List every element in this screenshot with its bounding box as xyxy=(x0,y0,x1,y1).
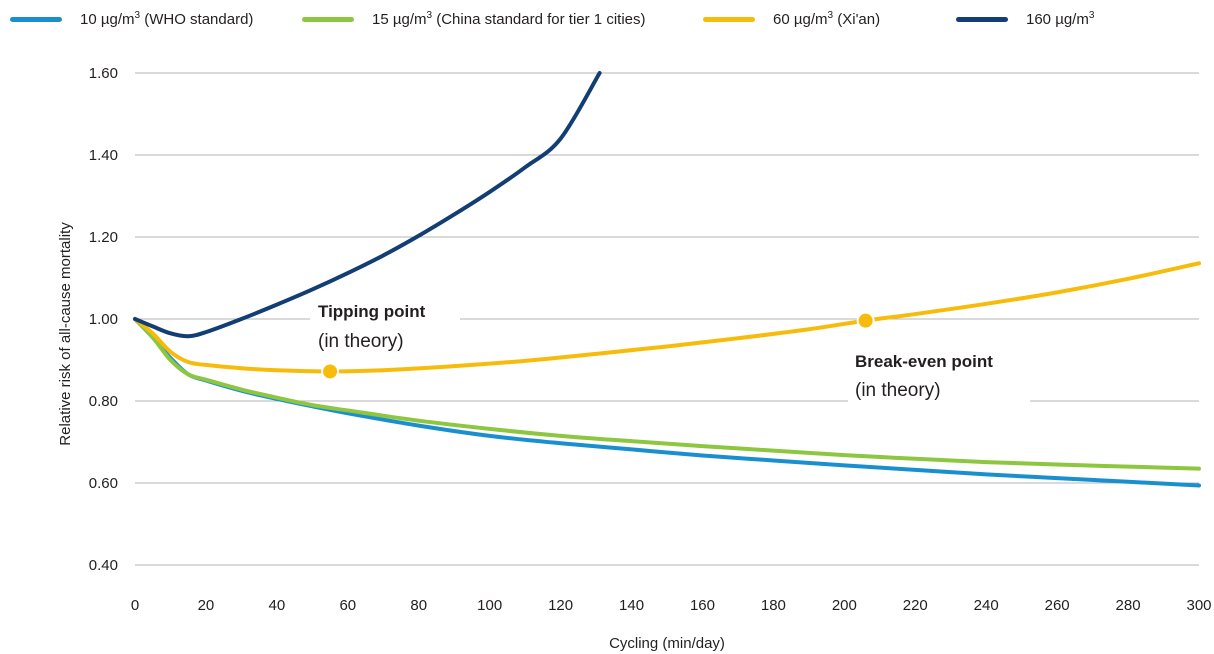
chart-legend: 10 µg/m3 (WHO standard) 15 µg/m3 (China … xyxy=(0,10,1214,40)
series-line-2 xyxy=(133,261,1201,374)
legend-label: 60 µg/m3 (Xi'an) xyxy=(773,10,881,28)
annotation-title: Tipping point xyxy=(318,302,426,321)
series-line-3 xyxy=(133,71,602,339)
y-tick-label: 0.60 xyxy=(89,475,118,492)
annotation-background xyxy=(310,296,460,354)
x-tick-label: 300 xyxy=(1186,597,1211,614)
x-tick-label: 20 xyxy=(198,597,215,614)
y-axis-label: Relative risk of all-cause mortality xyxy=(57,222,74,446)
annotation-subtitle: (in theory) xyxy=(855,380,941,401)
legend-item-xian: 60 µg/m3 (Xi'an) xyxy=(703,10,880,28)
legend-label: 160 µg/m3 xyxy=(1026,10,1095,28)
y-tick-label: 1.60 xyxy=(89,65,118,82)
legend-item-china: 15 µg/m3 (China standard for tier 1 citi… xyxy=(302,10,645,28)
series-line-1 xyxy=(133,317,1201,471)
x-tick-label: 220 xyxy=(903,597,928,614)
x-tick-label: 0 xyxy=(131,597,139,614)
annotation-title: Break-even point xyxy=(855,352,993,371)
y-tick-label: 1.20 xyxy=(89,229,118,246)
x-tick-label: 240 xyxy=(974,597,999,614)
x-tick-label: 60 xyxy=(339,597,356,614)
x-tick-label: 140 xyxy=(619,597,644,614)
annotation-marker xyxy=(858,313,873,328)
legend-item-160: 160 µg/m3 xyxy=(956,10,1094,28)
x-tick-label: 40 xyxy=(269,597,286,614)
annotation-marker xyxy=(323,364,338,379)
x-tick-label: 200 xyxy=(832,597,857,614)
x-tick-label: 280 xyxy=(1116,597,1141,614)
legend-swatch xyxy=(703,16,755,22)
x-tick-label: 180 xyxy=(761,597,786,614)
y-tick-label: 0.80 xyxy=(89,393,118,410)
x-tick-label: 120 xyxy=(548,597,573,614)
annotation-break-even-point: Break-even point (in theory) xyxy=(848,311,1030,402)
x-tick-label: 260 xyxy=(1045,597,1070,614)
y-tick-label: 1.40 xyxy=(89,147,118,164)
legend-label: 10 µg/m3 (WHO standard) xyxy=(80,10,254,28)
legend-swatch xyxy=(10,16,62,22)
legend-label: 15 µg/m3 (China standard for tier 1 citi… xyxy=(372,10,646,28)
legend-item-who: 10 µg/m3 (WHO standard) xyxy=(10,10,253,28)
y-tick-label: 0.40 xyxy=(89,557,118,574)
x-axis-label: Cycling (min/day) xyxy=(609,635,725,652)
annotation-tipping-point: Tipping point (in theory) xyxy=(310,296,460,381)
x-tick-label: 160 xyxy=(690,597,715,614)
annotation-subtitle: (in theory) xyxy=(318,331,404,352)
legend-swatch xyxy=(302,16,354,22)
x-tick-label: 100 xyxy=(477,597,502,614)
x-tick-label: 80 xyxy=(410,597,427,614)
y-tick-label: 1.00 xyxy=(89,311,118,328)
legend-swatch xyxy=(956,16,1008,22)
annotation-background xyxy=(848,342,1030,402)
